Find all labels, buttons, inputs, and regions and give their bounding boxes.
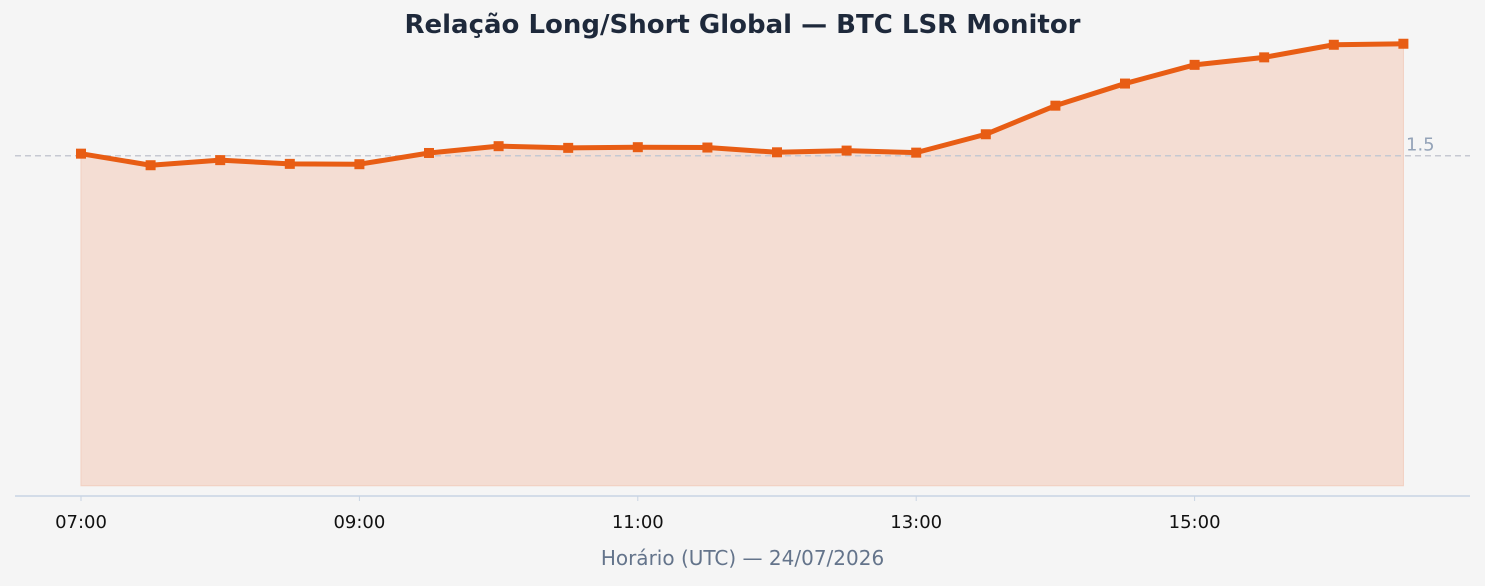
data-point <box>1259 52 1270 63</box>
data-point <box>1328 39 1339 50</box>
data-point <box>563 142 574 153</box>
data-point <box>632 142 643 153</box>
x-axis: 07:00 09:00 11:00 13:00 15:00 <box>15 495 1470 533</box>
data-point <box>1050 100 1061 111</box>
data-point <box>772 147 782 158</box>
data-point <box>980 129 991 140</box>
data-point <box>215 155 226 166</box>
area-fill <box>80 43 1404 487</box>
data-point <box>1398 38 1409 49</box>
x-tick-label: 09:00 <box>333 512 385 533</box>
x-axis-label: Horário (UTC) — 24/07/2026 <box>600 546 885 570</box>
data-point <box>1120 78 1130 89</box>
data-point <box>76 148 86 159</box>
data-point <box>284 158 295 169</box>
data-point <box>354 159 365 170</box>
marker-layer <box>76 38 1409 171</box>
x-tick-label: 15:00 <box>1169 512 1221 533</box>
x-tick-label: 11:00 <box>612 512 664 533</box>
reference-line-label: 1.5 <box>1406 135 1435 156</box>
data-point <box>911 147 922 158</box>
series-layer <box>78 41 1406 168</box>
data-point <box>145 160 156 171</box>
chart-title: Relação Long/Short Global — BTC LSR Moni… <box>404 10 1081 40</box>
data-point <box>493 141 504 152</box>
data-point <box>702 142 713 153</box>
x-tick-label: 13:00 <box>890 512 942 533</box>
reference-layer: 1.5 <box>15 135 1470 157</box>
x-tick-label: 07:00 <box>55 512 107 533</box>
data-point <box>1189 59 1200 70</box>
data-point <box>424 147 434 158</box>
area-layer <box>80 43 1404 487</box>
series-line <box>78 41 1406 168</box>
data-point <box>841 145 852 156</box>
